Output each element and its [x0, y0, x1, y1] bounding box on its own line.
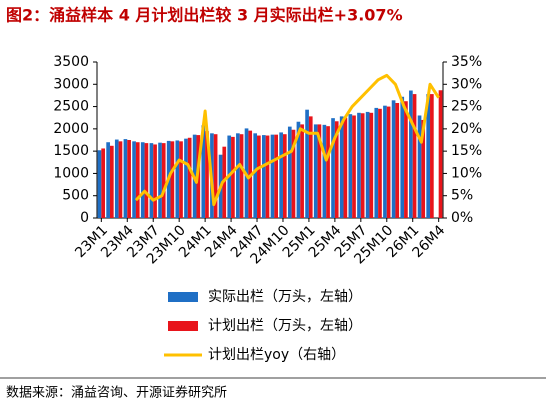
bar [308, 116, 313, 218]
bar [144, 143, 149, 218]
bar [421, 119, 426, 218]
y-tick-label: 500 [62, 188, 89, 204]
bar [97, 150, 102, 218]
bar [270, 134, 275, 218]
bar [412, 94, 417, 218]
bar [170, 141, 175, 218]
bar [213, 134, 218, 218]
source: 数据来源：涌益咨询、开源证券研究所 [6, 385, 227, 401]
bar [374, 107, 379, 218]
bar [279, 132, 283, 218]
bar [352, 115, 356, 218]
legend-swatch [168, 292, 198, 302]
y2-tick-label: 30% [451, 76, 482, 92]
bar [132, 141, 136, 218]
bar [140, 142, 145, 218]
line [134, 73, 440, 207]
bar [257, 135, 261, 218]
bar [322, 124, 327, 218]
bar [369, 112, 374, 218]
bar [391, 100, 396, 218]
bar [360, 113, 365, 218]
bar [287, 126, 292, 218]
bar [296, 121, 301, 218]
bar [313, 124, 318, 218]
legend-label: 计划出栏（万头，左轴） [208, 318, 362, 334]
y2-tick-label: 10% [451, 165, 482, 181]
bar [149, 143, 154, 218]
bar [378, 108, 382, 218]
bar [153, 144, 157, 218]
bar [236, 133, 240, 218]
bar [265, 135, 270, 218]
bar [331, 118, 335, 218]
bar [187, 137, 192, 218]
legend-label: 计划出栏yoy（右轴） [208, 347, 345, 363]
bar [123, 139, 128, 218]
y2-tick-label: 15% [451, 143, 482, 159]
bar [239, 134, 244, 218]
bar [400, 96, 405, 218]
bar [305, 109, 309, 218]
y-tick-label: 1000 [53, 165, 89, 181]
bar [261, 135, 266, 218]
y2-tick-label: 25% [451, 99, 482, 115]
bar [339, 116, 344, 218]
bar [300, 124, 304, 218]
bar [253, 133, 258, 218]
y-tick-label: 2000 [53, 121, 89, 137]
bar [357, 112, 361, 218]
legend-label: 实际出栏（万头，左轴） [208, 289, 362, 305]
bar [175, 140, 180, 218]
legend-swatch [168, 321, 198, 331]
y2-tick-label: 5% [451, 188, 473, 204]
chart-title: 图2：涌益样本 4 月计划出栏较 3 月实际出栏+3.07% [6, 6, 403, 25]
bar [426, 94, 431, 218]
bar [383, 105, 387, 218]
bar [334, 121, 339, 218]
y2-tick-label: 35% [451, 54, 482, 70]
y2-tick-label: 0% [451, 210, 473, 226]
y-tick-label: 1500 [53, 143, 89, 159]
bar [365, 111, 370, 218]
bar [326, 126, 330, 218]
bar [205, 131, 209, 218]
bar [348, 114, 353, 218]
bar [179, 141, 183, 218]
bar [395, 103, 400, 218]
y-tick-label: 3000 [53, 76, 89, 92]
y-tick-label: 3500 [53, 54, 89, 70]
bar [438, 90, 443, 218]
bar [282, 134, 287, 218]
bar [135, 142, 140, 218]
bar [274, 134, 279, 218]
bar [291, 129, 296, 218]
bar [386, 106, 391, 218]
bar [417, 115, 422, 218]
bar [106, 142, 110, 218]
bar [158, 142, 162, 218]
bar [231, 136, 235, 218]
bar [114, 139, 119, 218]
bar [430, 94, 434, 218]
bar [343, 117, 348, 218]
y-tick-label: 2500 [53, 99, 89, 115]
bar [127, 140, 131, 218]
bar [118, 141, 123, 218]
bar [404, 101, 408, 218]
bar [161, 143, 166, 218]
bar [184, 138, 188, 218]
y-tick-label: 0 [80, 210, 89, 226]
bar [101, 148, 106, 218]
y2-tick-label: 20% [451, 121, 482, 137]
bar [317, 124, 322, 218]
bar [201, 125, 206, 218]
bar [109, 145, 114, 218]
bar [409, 90, 413, 218]
